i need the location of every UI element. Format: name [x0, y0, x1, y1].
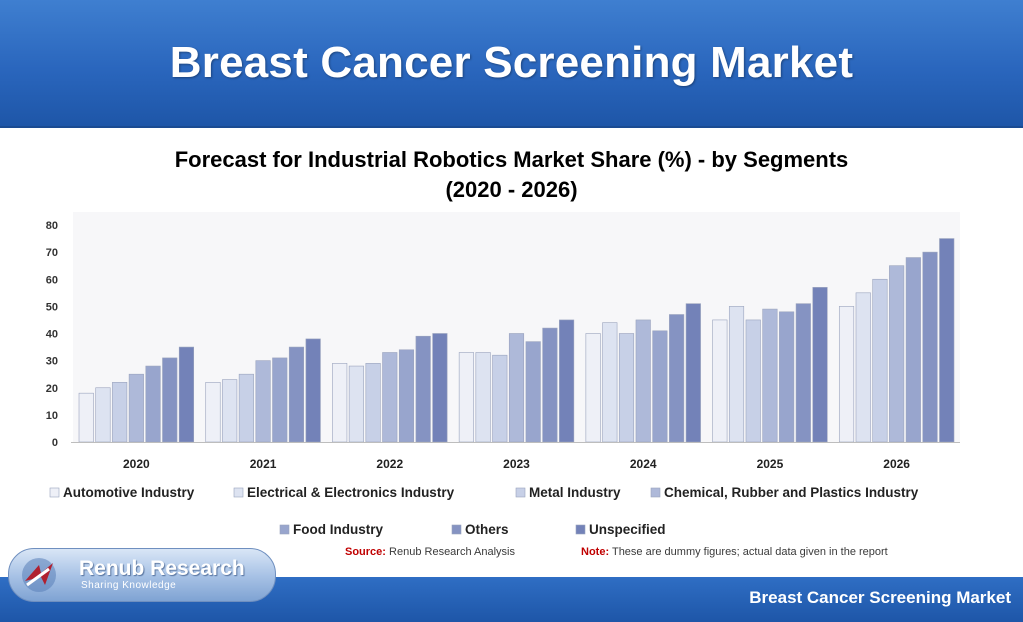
legend-swatch: [233, 487, 244, 498]
y-tick-label: 10: [46, 410, 58, 422]
bar: [939, 238, 955, 443]
chart-title-block: Forecast for Industrial Robotics Market …: [0, 145, 1023, 205]
bar: [365, 363, 381, 443]
legend-swatch: [279, 524, 290, 535]
bar: [905, 257, 921, 443]
legend-label: Unspecified: [589, 522, 666, 537]
legend-swatch: [515, 487, 526, 498]
bar: [128, 373, 144, 443]
legend-label: Automotive Industry: [63, 485, 195, 500]
bar: [855, 292, 871, 443]
legend-label: Chemical, Rubber and Plastics Industry: [664, 485, 919, 500]
bar: [762, 308, 778, 443]
y-tick-label: 30: [46, 356, 58, 368]
bar: [145, 365, 161, 443]
page-title: Breast Cancer Screening Market: [169, 38, 854, 87]
bar: [542, 327, 558, 443]
y-tick-label: 40: [46, 329, 58, 341]
bar: [889, 265, 905, 443]
bar-chart: 0 10 20 30 40 50 60 70 80 2020 2021 2022 2023 2024 202…: [45, 220, 960, 537]
bar: [162, 357, 178, 443]
bar: [255, 360, 271, 443]
x-tick-label: 2026: [883, 457, 910, 471]
legend-swatch: [451, 524, 462, 535]
y-tick-label: 20: [46, 383, 58, 395]
bar: [508, 333, 525, 443]
y-tick-label: 50: [46, 301, 58, 313]
header-banner: Breast Cancer Screening Market: [0, 0, 1023, 128]
bar: [745, 319, 761, 443]
note-label: Note:: [581, 546, 610, 558]
logo-tagline: Sharing Knowledge: [81, 580, 177, 591]
bar: [305, 338, 321, 443]
chart-title: Forecast for Industrial Robotics Market …: [174, 147, 849, 172]
y-tick-label: 0: [52, 437, 58, 449]
x-tick-label: 2021: [250, 457, 277, 471]
bar: [205, 382, 221, 443]
source-text: Renub Research Analysis: [389, 546, 515, 558]
bar: [178, 346, 195, 443]
bar: [332, 363, 348, 443]
bar: [728, 306, 745, 443]
logo-emblem-icon: [22, 558, 56, 592]
legend-swatch: [575, 524, 586, 535]
bar: [652, 330, 668, 443]
bar: [492, 354, 508, 443]
bar: [382, 352, 398, 443]
y-tick-label: 60: [46, 274, 58, 286]
x-tick-label: 2024: [630, 457, 657, 471]
bar: [779, 311, 795, 443]
bar: [432, 333, 448, 443]
company-logo: Renub Research Sharing Knowledge: [8, 548, 276, 602]
bar: [458, 352, 474, 443]
bar: [838, 306, 855, 443]
bar: [922, 251, 938, 443]
x-tick-label: 2025: [757, 457, 784, 471]
source-note: Source: Renub Research Analysis: [345, 546, 515, 558]
bar: [795, 303, 811, 443]
legend-label: Others: [465, 522, 509, 537]
bar: [272, 357, 288, 443]
bar: [669, 314, 685, 443]
footer-title: Breast Cancer Screening Market: [749, 588, 1011, 607]
legend-label: Food Industry: [293, 522, 383, 537]
bar: [618, 333, 635, 443]
bar: [95, 387, 111, 443]
y-tick-label: 70: [46, 247, 58, 259]
x-tick-label: 2022: [376, 457, 403, 471]
source-label: Source:: [345, 546, 386, 558]
bar: [712, 319, 728, 443]
legend-swatch: [650, 487, 661, 498]
legend-swatch: [49, 487, 60, 498]
bar: [635, 319, 651, 443]
bar: [812, 287, 828, 443]
x-tick-label: 2020: [123, 457, 150, 471]
bar: [559, 319, 575, 443]
bar: [475, 352, 491, 443]
bar: [288, 346, 305, 443]
bar: [398, 349, 415, 443]
dummy-note: Note: These are dummy figures; actual da…: [581, 546, 888, 558]
bar: [348, 365, 364, 443]
note-text: These are dummy figures; actual data giv…: [611, 546, 888, 558]
bar: [685, 303, 701, 443]
bar: [872, 278, 888, 443]
bar: [415, 335, 431, 443]
x-tick-label: 2023: [503, 457, 530, 471]
bar: [602, 322, 618, 443]
y-tick-label: 80: [46, 220, 58, 232]
logo-name: Renub Research: [79, 557, 245, 580]
bar: [525, 341, 541, 443]
bar: [222, 379, 238, 443]
bar: [112, 382, 128, 443]
bar: [238, 373, 254, 443]
legend-label: Metal Industry: [529, 485, 621, 500]
chart-subtitle: (2020 - 2026): [445, 177, 578, 202]
legend-label: Electrical & Electronics Industry: [247, 485, 455, 500]
bar: [585, 333, 601, 443]
bar: [78, 392, 94, 443]
